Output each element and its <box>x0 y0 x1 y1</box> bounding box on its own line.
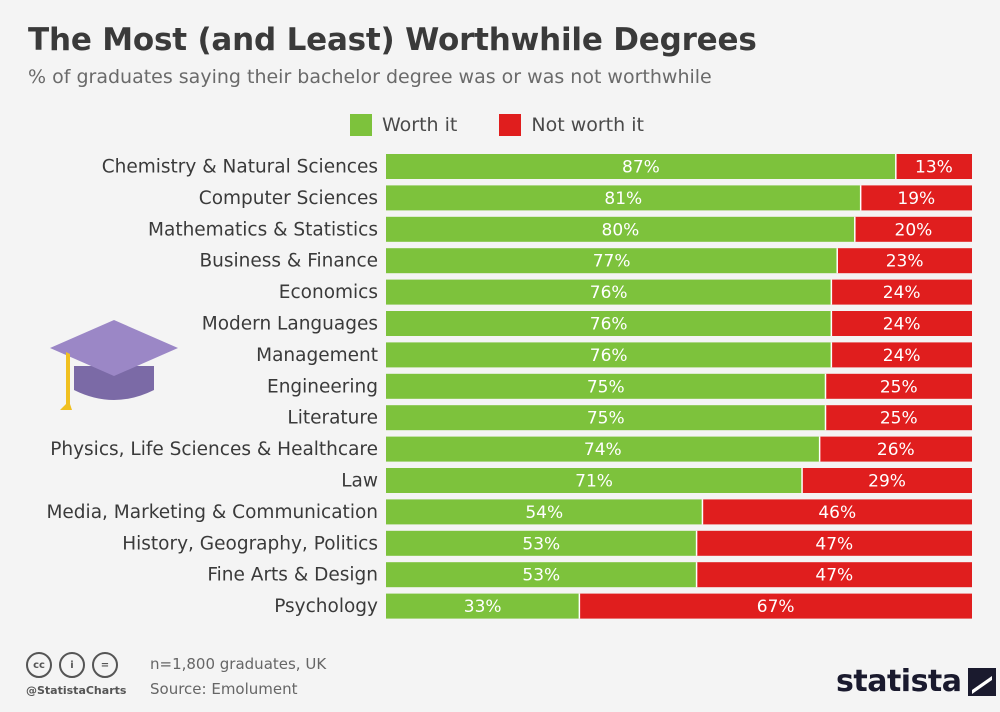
data-label-not-worth: 67% <box>757 597 795 617</box>
category-label: Computer Sciences <box>199 188 378 209</box>
license-icons: cc i = <box>26 652 125 678</box>
bar-worth <box>386 279 832 305</box>
data-label-not-worth: 29% <box>868 472 906 492</box>
social-handle: @StatistaCharts <box>26 684 127 697</box>
bar-worth <box>386 342 832 368</box>
bar-not-worth <box>819 436 972 462</box>
data-label-worth: 75% <box>587 409 625 429</box>
data-label-worth: 71% <box>575 472 613 492</box>
legend-swatch-worth <box>350 114 372 136</box>
data-label-worth: 53% <box>522 534 560 554</box>
legend-item-not-worth: Not worth it <box>499 114 644 136</box>
category-label: History, Geography, Politics <box>122 533 378 554</box>
data-label-not-worth: 24% <box>883 315 921 335</box>
bar-worth <box>386 373 826 399</box>
bar-worth <box>386 499 703 525</box>
category-label: Physics, Life Sciences & Healthcare <box>50 439 378 460</box>
legend: Worth it Not worth it <box>350 114 686 136</box>
bar-worth <box>386 216 855 242</box>
data-label-worth: 76% <box>590 346 628 366</box>
data-label-worth: 75% <box>587 377 625 397</box>
data-label-worth: 33% <box>464 597 502 617</box>
data-label-worth: 80% <box>602 220 640 240</box>
bar-not-worth <box>831 279 972 305</box>
statista-logo-icon <box>967 667 996 696</box>
brand-name: statista <box>836 664 962 699</box>
data-label-not-worth: 20% <box>895 220 933 240</box>
bar-not-worth <box>825 373 972 399</box>
data-label-not-worth: 26% <box>877 440 915 460</box>
bar-not-worth <box>854 216 972 242</box>
attribution-icon: i <box>59 652 85 678</box>
data-label-not-worth: 23% <box>886 252 924 272</box>
bar-worth <box>386 593 580 619</box>
category-label: Media, Marketing & Communication <box>46 502 378 523</box>
category-label: Psychology <box>274 596 378 617</box>
bar-worth <box>386 405 826 431</box>
legend-label-not-worth: Not worth it <box>531 114 644 136</box>
data-label-worth: 76% <box>590 315 628 335</box>
bar-worth <box>386 436 820 462</box>
data-label-not-worth: 13% <box>915 158 953 178</box>
data-label-not-worth: 25% <box>880 409 918 429</box>
legend-label-worth: Worth it <box>382 114 458 136</box>
bar-worth <box>386 530 697 556</box>
category-label: Engineering <box>267 376 378 397</box>
bar-not-worth <box>831 342 972 368</box>
data-label-not-worth: 47% <box>815 566 853 586</box>
category-label: Fine Arts & Design <box>207 565 378 586</box>
category-label: Chemistry & Natural Sciences <box>102 157 378 178</box>
bar-not-worth <box>696 530 972 556</box>
data-label-not-worth: 24% <box>883 346 921 366</box>
brand[interactable]: statista <box>836 664 996 699</box>
source-note: Source: Emolument <box>150 680 298 698</box>
bar-not-worth <box>579 593 972 619</box>
bar-chart: Chemistry & Natural Sciences 87% 13% Comput… <box>46 154 972 619</box>
category-label: Economics <box>279 282 378 303</box>
data-label-worth: 53% <box>522 566 560 586</box>
category-label: Business & Finance <box>199 251 378 272</box>
bar-not-worth <box>860 185 972 211</box>
data-label-not-worth: 24% <box>883 283 921 303</box>
category-label: Literature <box>287 408 378 429</box>
chart-subtitle: % of graduates saying their bachelor deg… <box>28 66 712 88</box>
data-label-worth: 74% <box>584 440 622 460</box>
data-label-not-worth: 47% <box>815 534 853 554</box>
sample-note: n=1,800 graduates, UK <box>150 655 327 673</box>
data-label-not-worth: 46% <box>818 503 856 523</box>
data-label-worth: 87% <box>622 158 660 178</box>
data-label-worth: 81% <box>604 189 642 209</box>
bar-not-worth <box>895 154 972 179</box>
bar-worth <box>386 468 803 493</box>
bar-not-worth <box>696 562 972 588</box>
bar-not-worth <box>837 248 972 274</box>
bar-worth <box>386 248 838 274</box>
data-label-worth: 54% <box>525 503 563 523</box>
bar-worth <box>386 311 832 336</box>
category-label: Mathematics & Statistics <box>148 219 378 240</box>
no-derivatives-icon: = <box>92 652 118 678</box>
data-label-worth: 76% <box>590 283 628 303</box>
bar-not-worth <box>702 499 972 525</box>
cc-icon: cc <box>26 652 52 678</box>
legend-item-worth: Worth it <box>350 114 457 136</box>
graduation-cap-icon <box>50 320 178 410</box>
data-label-worth: 77% <box>593 252 631 272</box>
data-label-not-worth: 19% <box>897 189 935 209</box>
bar-not-worth <box>802 468 972 493</box>
category-label: Management <box>256 345 378 366</box>
bar-not-worth <box>825 405 972 431</box>
legend-swatch-not-worth <box>499 114 522 136</box>
category-label: Modern Languages <box>202 314 378 335</box>
bar-worth <box>386 154 896 179</box>
bar-worth <box>386 562 697 588</box>
data-label-not-worth: 25% <box>880 377 918 397</box>
bar-worth <box>386 185 861 211</box>
chart-title: The Most (and Least) Worthwhile Degrees <box>28 22 757 58</box>
bar-not-worth <box>831 311 972 336</box>
category-label: Law <box>341 471 378 492</box>
